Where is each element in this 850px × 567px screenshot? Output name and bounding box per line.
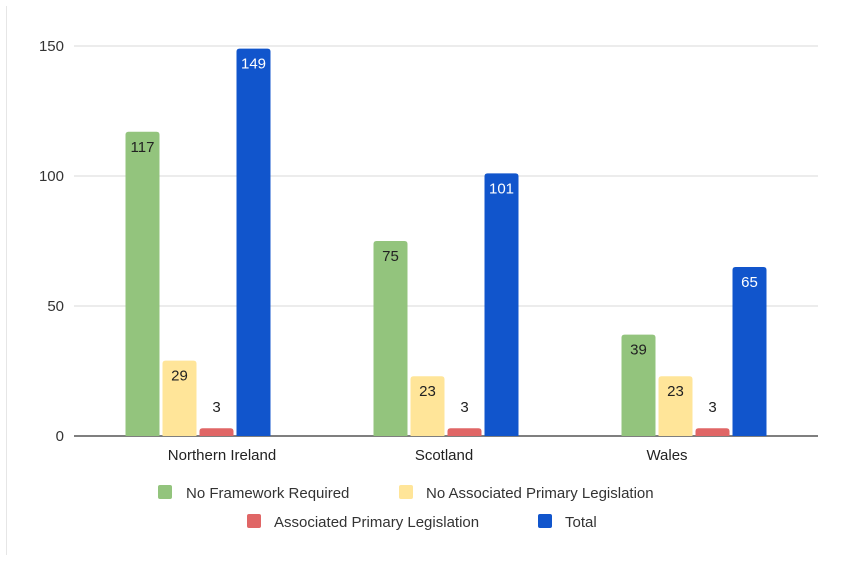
bars: 117 29 3 149 75 23 3 101 39 23 3 65 bbox=[125, 48, 767, 437]
x-category-label: Wales bbox=[646, 447, 687, 464]
legend-label-no-framework-required: No Framework Required bbox=[186, 485, 349, 502]
legend-swatch-associated-primary-legislation bbox=[247, 514, 261, 528]
data-label-associated-primary-legislation: 3 bbox=[460, 399, 468, 416]
x-category-label: Northern Ireland bbox=[168, 447, 276, 464]
data-label-no-associated-primary-legislation: 29 bbox=[171, 368, 188, 385]
grid-lines bbox=[74, 45, 818, 437]
x-axis-categories: Northern Ireland Scotland Wales bbox=[168, 447, 688, 464]
legend-swatch-no-framework-required bbox=[158, 485, 172, 499]
legend-label-associated-primary-legislation: Associated Primary Legislation bbox=[274, 514, 479, 531]
data-label-total: 149 bbox=[241, 56, 266, 73]
y-axis-ticks: 0 50 100 150 bbox=[39, 38, 64, 445]
bar-total bbox=[236, 48, 271, 436]
bar-no-associated-primary-legislation bbox=[410, 376, 445, 436]
y-tick-label: 100 bbox=[39, 168, 64, 185]
bar-associated-primary-legislation bbox=[695, 428, 730, 436]
bar-no-associated-primary-legislation bbox=[658, 376, 693, 436]
bar-total bbox=[732, 267, 767, 436]
y-tick-label: 150 bbox=[39, 38, 64, 55]
bar-no-framework-required bbox=[373, 241, 408, 436]
legend-swatch-no-associated-primary-legislation bbox=[399, 485, 413, 499]
y-tick-label: 50 bbox=[47, 298, 64, 315]
legend: No Framework Required No Associated Prim… bbox=[158, 485, 654, 531]
data-label-no-framework-required: 39 bbox=[630, 342, 647, 359]
data-label-total: 101 bbox=[489, 180, 514, 197]
bar-total bbox=[484, 173, 519, 436]
x-category-label: Scotland bbox=[415, 447, 473, 464]
data-label-no-framework-required: 117 bbox=[131, 139, 155, 156]
bar-no-framework-required bbox=[621, 334, 656, 436]
data-label-associated-primary-legislation: 3 bbox=[708, 399, 716, 416]
bar-no-framework-required bbox=[125, 131, 160, 437]
bar-associated-primary-legislation bbox=[447, 428, 482, 436]
y-tick-label: 0 bbox=[56, 428, 64, 445]
left-rule bbox=[6, 6, 7, 555]
data-label-no-associated-primary-legislation: 23 bbox=[419, 383, 436, 400]
data-label-total: 65 bbox=[741, 274, 758, 291]
data-label-associated-primary-legislation: 3 bbox=[212, 399, 220, 416]
bar-no-associated-primary-legislation bbox=[162, 360, 197, 436]
data-label-no-associated-primary-legislation: 23 bbox=[667, 383, 684, 400]
legend-label-no-associated-primary-legislation: No Associated Primary Legislation bbox=[426, 485, 654, 502]
data-label-no-framework-required: 75 bbox=[382, 248, 399, 265]
bar-associated-primary-legislation bbox=[199, 428, 234, 436]
legend-label-total: Total bbox=[565, 514, 597, 531]
legend-swatch-total bbox=[538, 514, 552, 528]
